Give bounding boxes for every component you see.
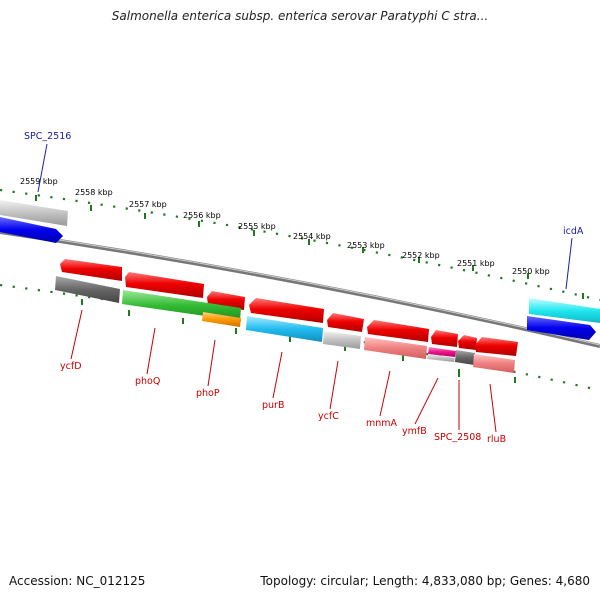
genome-backbone: [0, 230, 600, 348]
gene-label-icdA: icdA: [563, 226, 584, 237]
map-title: Salmonella enterica subsp. enterica sero…: [111, 9, 489, 23]
gene-arrow: [475, 337, 518, 356]
outer-track-right: [527, 298, 600, 340]
gene-label-ycfD: ycfD: [60, 361, 82, 372]
kbp-label: 2554 kbp: [293, 232, 331, 241]
gene-label-purB: purB: [262, 400, 284, 411]
gene-block: [455, 350, 475, 365]
gene-arrow: [327, 313, 364, 332]
gene-label-SPC_2508: SPC_2508: [434, 432, 481, 443]
kbp-label: 2556 kbp: [183, 211, 221, 220]
gene-label-rluB: rluB: [487, 434, 506, 445]
gene-label-SPC_2516: SPC_2516: [24, 131, 71, 142]
gene-arrow: [367, 320, 429, 342]
gene-arrow: [60, 259, 122, 281]
kbp-label: 2553 kbp: [347, 241, 385, 250]
gene-label-ymfB: ymfB: [402, 426, 427, 437]
gene-label-mnmA: mnmA: [366, 418, 398, 429]
outer-major-ticks: [35, 195, 584, 299]
kbp-label: 2550 kbp: [512, 267, 550, 276]
gene-block: [202, 312, 241, 327]
gene-arrow: [458, 335, 477, 350]
kbp-label: 2555 kbp: [238, 222, 276, 231]
gene-arrow: [0, 217, 63, 243]
genome-summary-text: Topology: circular; Length: 4,833,080 bp…: [260, 574, 590, 588]
gene-block: [364, 337, 427, 359]
gene-block: [473, 354, 515, 373]
kbp-labels: 2559 kbp 2558 kbp 2557 kbp 2556 kbp 2555…: [20, 177, 550, 276]
gene-block: [428, 347, 456, 357]
gene-arrow: [125, 272, 204, 298]
gene-arrow: [431, 330, 458, 347]
gene-arrow: [527, 316, 596, 340]
kbp-label: 2558 kbp: [75, 188, 113, 197]
gene-arrow: [249, 298, 324, 323]
inner-forward-genes: [60, 259, 518, 356]
gene-labels: SPC_2516 icdA ycfD phoQ phoP purB ycfC m…: [24, 131, 584, 445]
kbp-label: 2559 kbp: [20, 177, 58, 186]
gene-block: [323, 331, 361, 349]
label-leaders: [37, 143, 573, 433]
inner-major-ticks: [81, 299, 516, 383]
kbp-label: 2552 kbp: [402, 251, 440, 260]
kbp-label: 2551 kbp: [457, 259, 495, 268]
accession-text: Accession: NC_012125: [9, 574, 146, 588]
kbp-label: 2557 kbp: [129, 200, 167, 209]
gene-block: [55, 276, 120, 303]
outer-track-left: [0, 200, 68, 243]
inner-category-bars: [55, 276, 515, 373]
gene-block: [529, 298, 600, 323]
gene-label-phoQ: phoQ: [135, 376, 160, 387]
gene-label-phoP: phoP: [196, 388, 220, 399]
gene-block: [0, 200, 68, 226]
gene-block: [427, 354, 455, 362]
gene-label-ycfC: ycfC: [318, 411, 339, 422]
gene-block: [122, 290, 241, 321]
gene-block: [246, 316, 323, 342]
